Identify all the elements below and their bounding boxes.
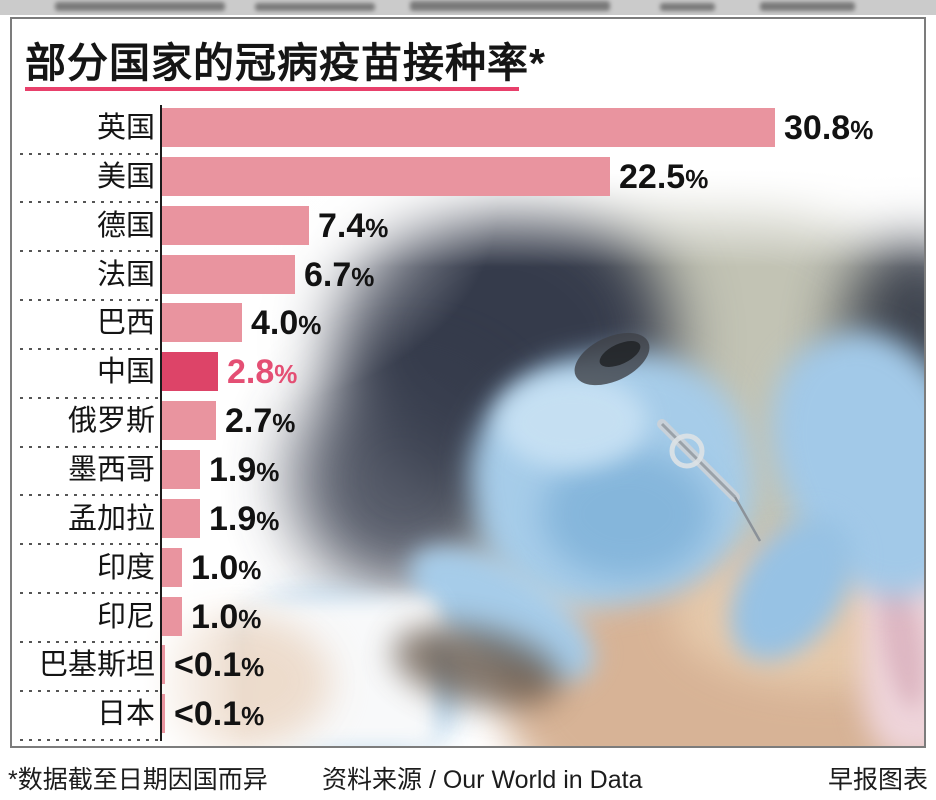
value-label: 30.8% [784, 109, 874, 147]
row-separator [20, 738, 159, 741]
country-label: 巴西 [96, 307, 155, 340]
bar [162, 449, 200, 489]
country-label: 日本 [96, 698, 155, 731]
bar [162, 596, 182, 636]
row-separator [20, 299, 159, 302]
credit-text: 早报图表 [827, 766, 928, 794]
value-label: 1.9% [209, 450, 280, 489]
footer: *数据截至日期因国而异 资料来源 / Our World in Data 早报图… [0, 752, 936, 800]
bar [162, 254, 295, 294]
bar [162, 498, 200, 538]
value-label: 1.9% [209, 499, 280, 538]
country-label: 法国 [96, 258, 155, 291]
row-separator [20, 592, 159, 595]
country-label: 印尼 [96, 600, 155, 633]
country-label: 德国 [96, 209, 155, 242]
row-separator [20, 445, 159, 448]
chart-title: 部分国家的冠病疫苗接种率* [25, 40, 546, 86]
y-axis-line [160, 105, 162, 741]
infographic-card: 部分国家的冠病疫苗接种率* 英国 30.8% 美国 22.5% 德国 7.4% 法国 6.7%… [10, 17, 926, 748]
country-label: 孟加拉 [67, 502, 155, 535]
bar-chart: 部分国家的冠病疫苗接种率* 英国 30.8% 美国 22.5% 德国 7.4% 法国 6.7%… [12, 19, 924, 746]
row-separator [20, 347, 159, 350]
value-label: 4.0% [251, 304, 322, 343]
title-underline [25, 87, 519, 91]
bar [162, 645, 165, 685]
country-label: 美国 [96, 160, 155, 193]
row-separator [20, 396, 159, 399]
country-label: 俄罗斯 [67, 405, 155, 438]
value-label: 1.0% [191, 548, 262, 587]
country-label: 墨西哥 [67, 453, 155, 486]
value-label: 6.7% [304, 255, 375, 294]
bar [162, 401, 216, 441]
value-label: 1.0% [191, 597, 262, 636]
row-separator [20, 152, 159, 155]
country-label: 中国 [96, 356, 155, 389]
footnote-text: *数据截至日期因国而异 [8, 766, 268, 794]
value-label: 7.4% [318, 206, 389, 245]
country-label: 英国 [96, 112, 155, 144]
bar [162, 352, 218, 392]
row-separator [20, 494, 159, 497]
bar [162, 303, 242, 343]
country-label: 巴基斯坦 [38, 649, 155, 682]
row-separator [20, 201, 159, 204]
source-text: 资料来源 / Our World in Data [322, 766, 643, 794]
row-separator [20, 689, 159, 692]
row-separator [20, 641, 159, 643]
bar [162, 156, 610, 196]
value-label: <0.1% [174, 695, 265, 734]
value-label: 2.7% [225, 402, 296, 441]
row-separator [20, 250, 159, 253]
row-separator [20, 543, 159, 546]
value-label: <0.1% [174, 646, 265, 685]
value-label: 2.8% [227, 353, 298, 392]
bar [162, 205, 309, 245]
bar [162, 547, 182, 587]
country-label: 印度 [96, 551, 155, 584]
bar [162, 108, 775, 147]
cropped-newsprint-strip [0, 0, 936, 15]
bar [162, 694, 165, 734]
value-label: 22.5% [619, 157, 709, 196]
